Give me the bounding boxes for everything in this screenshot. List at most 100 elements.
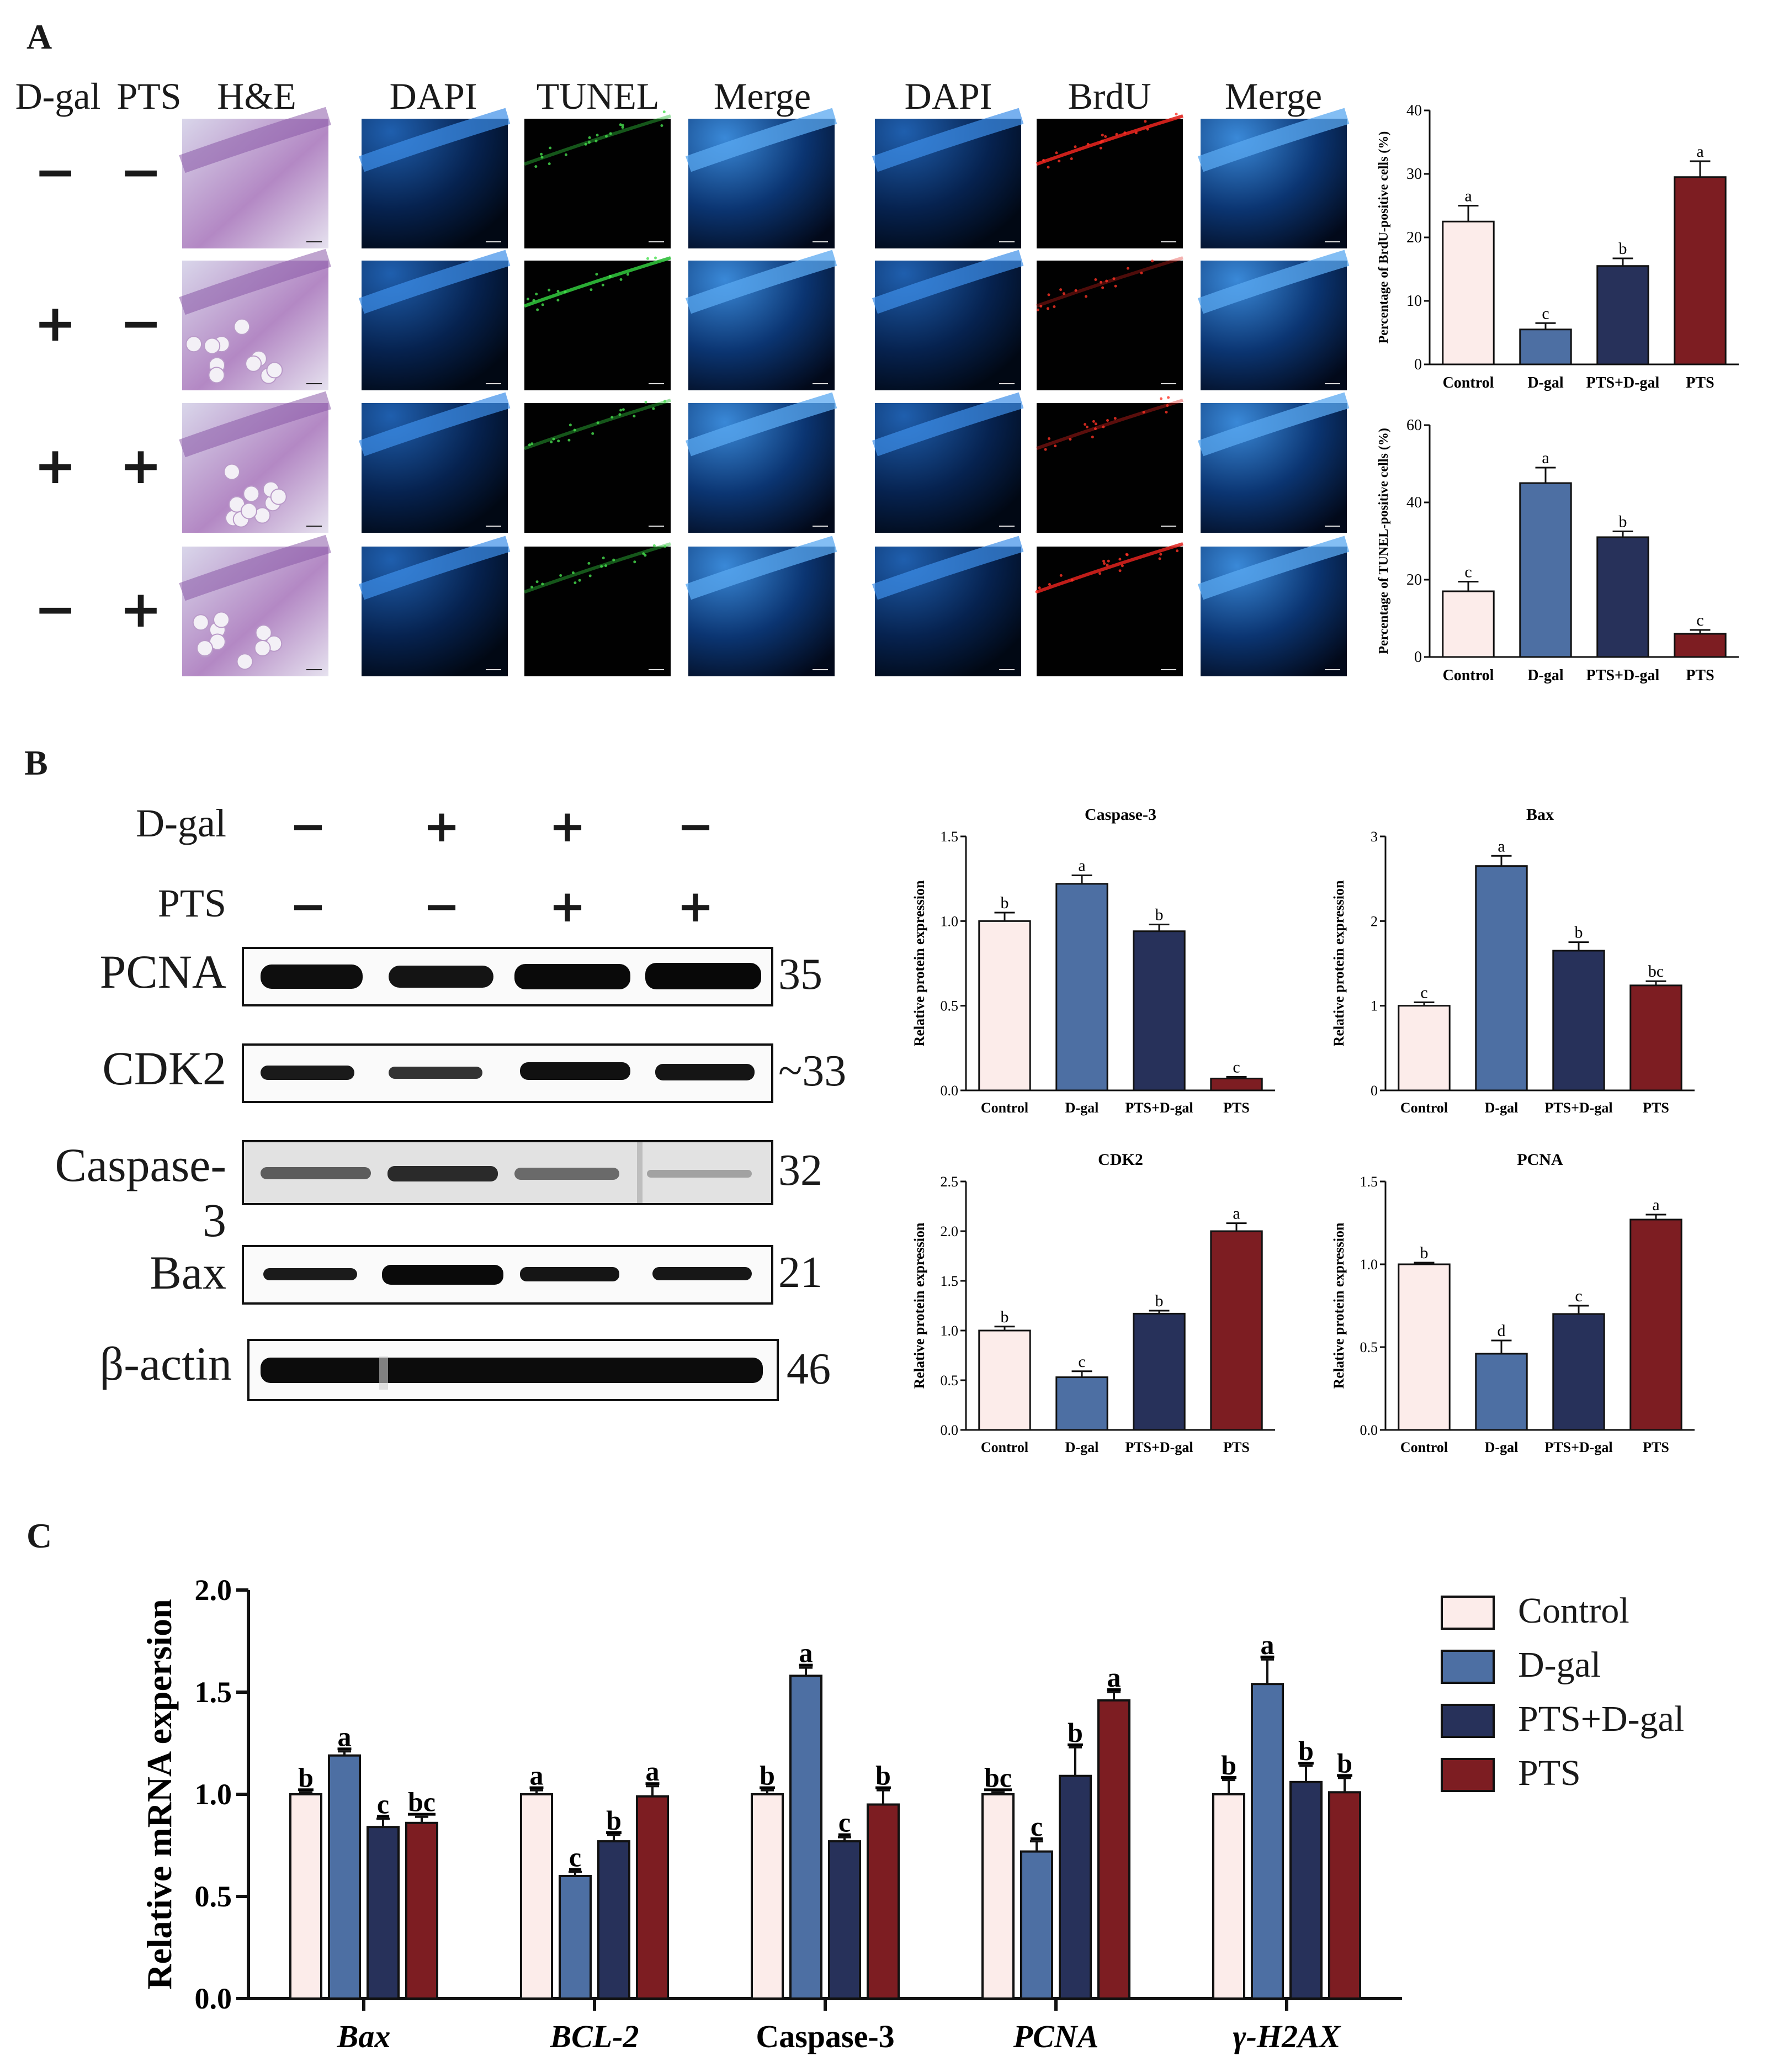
- bar-d-gal: [1055, 1376, 1108, 1431]
- significance-letter: b: [1068, 1717, 1083, 1748]
- micrograph-signal: [578, 579, 581, 582]
- micrograph-signal: [541, 303, 544, 306]
- micrograph-signal: [557, 439, 560, 443]
- micrograph-signal: [621, 124, 624, 127]
- significance-letter: c: [1031, 1811, 1043, 1842]
- x-tick-label-5: γ-H2AX: [1233, 2018, 1341, 2054]
- micrograph-adipocyte: [236, 653, 253, 670]
- micrograph-tissue: [1036, 114, 1183, 166]
- bar-control: [1398, 1005, 1451, 1091]
- micrograph-signal: [541, 582, 544, 586]
- chart-brdu: Percentage of BrdU-positive cells (%) 0 10…: [1377, 102, 1739, 391]
- blot-label-bactin: β-actin: [99, 1337, 232, 1390]
- micrograph-signal: [1047, 166, 1050, 169]
- micrograph-signal: [605, 135, 608, 138]
- micrograph-signal: [1044, 448, 1047, 451]
- micrograph-signal: [609, 275, 612, 278]
- micrograph-signal: [622, 408, 625, 411]
- micrograph-3-3: [523, 399, 671, 533]
- wb-dgal-sign-2: +: [423, 801, 460, 852]
- significance-letter: b: [1337, 1747, 1352, 1778]
- x-tick-label: PTS: [1643, 1439, 1669, 1455]
- micrograph-tissue: [523, 542, 671, 594]
- blot-bactin: [247, 1339, 779, 1401]
- micrograph-signal: [1105, 279, 1108, 283]
- bar-d-gal: [559, 1875, 592, 2000]
- blot-pcna: [242, 947, 773, 1006]
- micrograph-signal: [1114, 284, 1117, 288]
- x-tick-label: Control: [981, 1100, 1028, 1116]
- significance-letter: b: [298, 1762, 314, 1793]
- micrograph-signal: [532, 299, 535, 302]
- y-tick-label: 0: [1414, 356, 1422, 373]
- micrograph-adipocyte: [254, 640, 271, 656]
- y-axis-label: Relative protein expression: [911, 880, 927, 1046]
- panel-label-a: A: [26, 17, 52, 56]
- y-axis-label: Percentage of BrdU-positive cells (%): [1377, 131, 1391, 344]
- y-tick-label: 0.5: [941, 1372, 959, 1389]
- y-tick-label: 30: [1406, 166, 1422, 183]
- kda-bax: 21: [778, 1248, 822, 1297]
- micrograph-signal: [1085, 295, 1087, 298]
- micrograph-signal: [663, 400, 666, 403]
- chart-pcna: PCNA Relative protein expression 0.0 0.5 1.0…: [1331, 1151, 1695, 1455]
- micrograph-4-2: [358, 536, 511, 676]
- kda-bactin: 46: [787, 1345, 831, 1393]
- y-tick-label: 0: [1414, 649, 1422, 666]
- micrograph-tissue: [1036, 399, 1183, 451]
- legend-label-control: Control: [1518, 1591, 1629, 1631]
- micrograph-signal: [1101, 139, 1104, 142]
- y-tick-label: 0: [1371, 1083, 1378, 1099]
- bar-pts: [1210, 1230, 1263, 1431]
- micrograph-signal: [573, 428, 576, 432]
- significance-letter: bc: [1648, 962, 1664, 981]
- micrograph-signal: [569, 423, 572, 427]
- micrograph-adipocyte: [224, 463, 240, 480]
- micrograph-signal: [1115, 133, 1118, 136]
- chart-bax: Bax Relative protein expression 0 1 2 3 c Contr…: [1331, 806, 1695, 1116]
- micrograph-signal: [1048, 583, 1051, 586]
- significance-letter: a: [1542, 449, 1549, 467]
- chart-mrna: Relative mRNA expersion 0.0 0.5 1.0 1.5 2.0 Ba…: [140, 1573, 1402, 2054]
- micrograph-4-4: [685, 536, 837, 676]
- micrograph-4-5: [872, 536, 1024, 676]
- micrograph-signal: [587, 561, 591, 565]
- micrograph-signal: [1042, 158, 1045, 162]
- micrograph-signal: [610, 416, 614, 419]
- bar-d-gal: [1519, 482, 1572, 658]
- micrograph-signal: [548, 288, 551, 292]
- micrograph-signal: [652, 407, 655, 410]
- x-tick-label: PTS: [1223, 1439, 1250, 1455]
- significance-letter: c: [1078, 1353, 1085, 1371]
- micrograph-2-2: [358, 250, 511, 390]
- row3-pts-sign: +: [119, 436, 162, 495]
- blot-label-cdk2: CDK2: [102, 1042, 226, 1095]
- blot-label-caspase3: Caspase-3: [55, 1138, 226, 1247]
- header-dapi-2: DAPI: [904, 75, 992, 117]
- micrograph-signal: [652, 544, 656, 547]
- micrograph-adipocyte: [185, 336, 203, 353]
- significance-letter: a: [799, 1638, 813, 1668]
- blot-bax: [242, 1245, 773, 1305]
- micrograph-signal: [1102, 425, 1105, 428]
- micrograph-tissue: [179, 534, 331, 601]
- blot-label-bax: Bax: [150, 1246, 226, 1299]
- y-tick-label: 0.0: [941, 1422, 959, 1438]
- y-axis-label: Percentage of TUNEL-positive cells (%): [1377, 428, 1391, 654]
- x-tick-label: Control: [1400, 1439, 1448, 1455]
- micrograph-1-4: [685, 108, 837, 248]
- row4-dgal-sign: −: [34, 580, 77, 639]
- x-tick-label: D-gal: [1527, 374, 1564, 391]
- x-tick-label: PTS+D-gal: [1586, 374, 1660, 391]
- micrograph-signal: [1084, 423, 1087, 426]
- micrograph-signal: [604, 564, 607, 568]
- row1-pts-sign: −: [119, 142, 162, 202]
- y-axis-label: Relative protein expression: [1331, 880, 1347, 1046]
- micrograph-signal: [549, 146, 552, 150]
- panel-label-c: C: [26, 1516, 52, 1555]
- x-tick-label: D-gal: [1065, 1439, 1099, 1455]
- micrograph-4-3: [523, 542, 671, 676]
- micrograph-signal: [1055, 151, 1058, 155]
- significance-letter: b: [1619, 513, 1627, 531]
- micrograph-grid: [179, 107, 1350, 676]
